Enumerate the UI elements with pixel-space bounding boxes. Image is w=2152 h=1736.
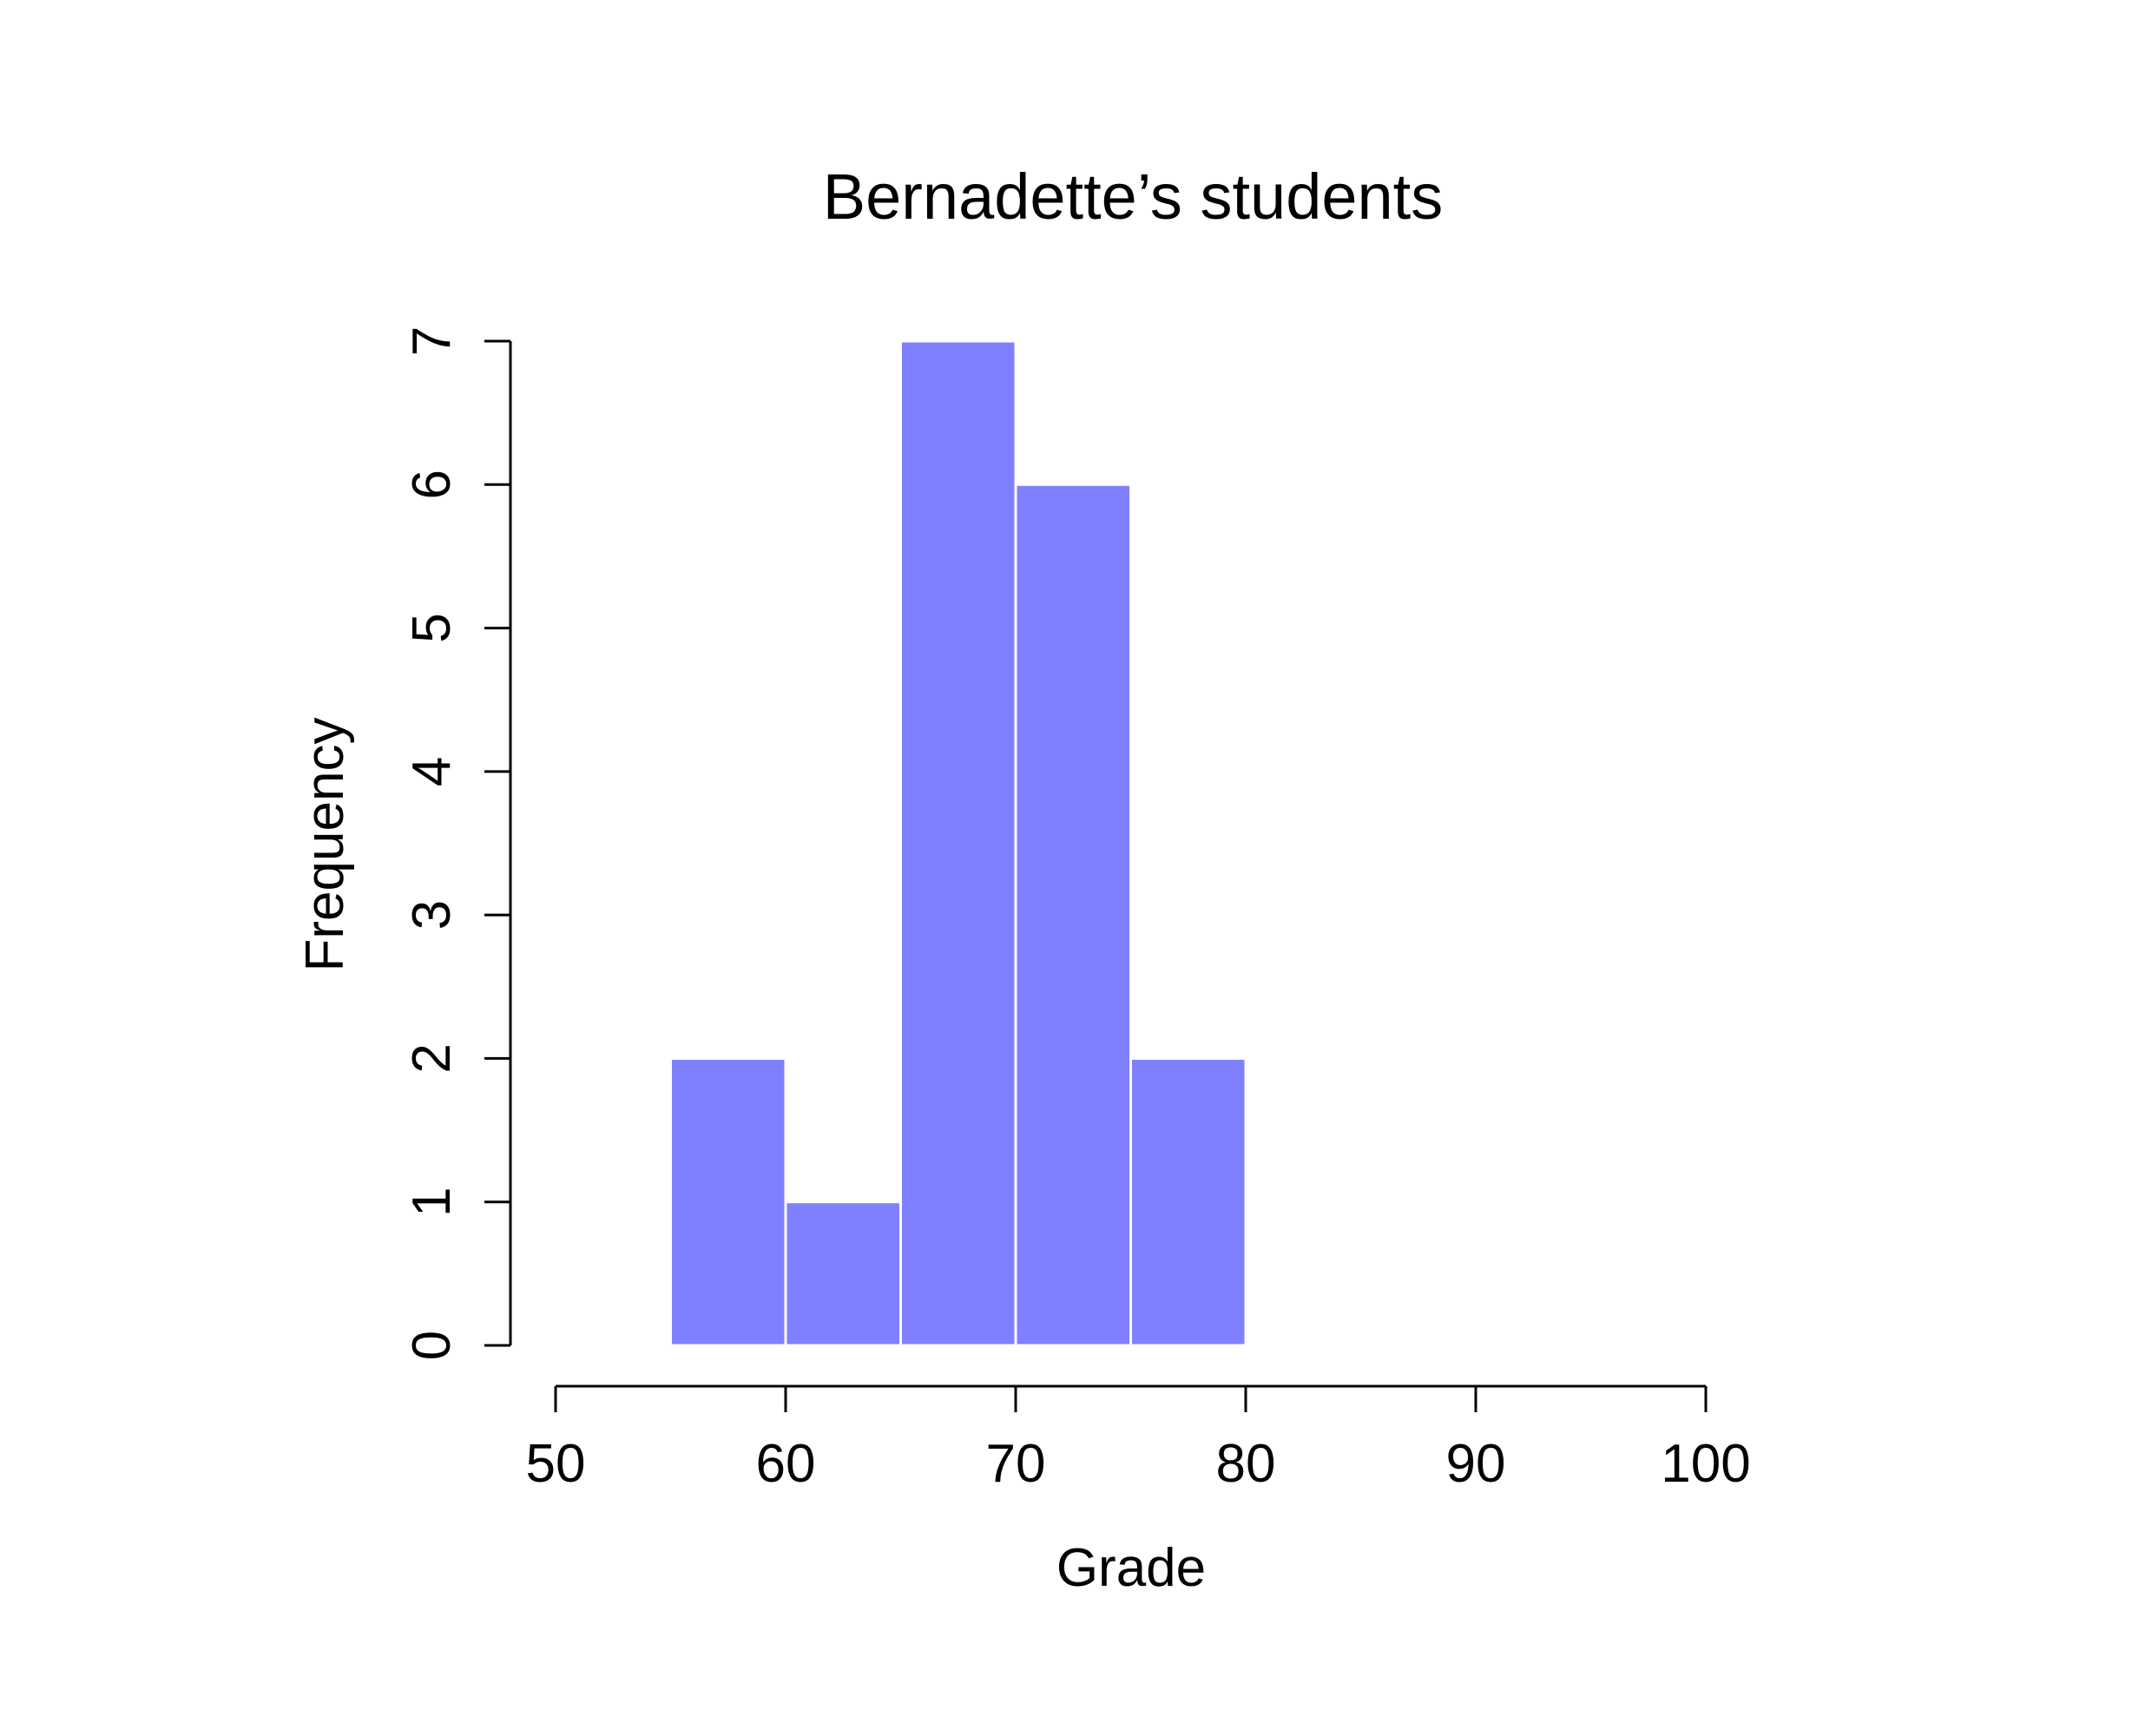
histogram-bar-0 — [669, 1056, 787, 1347]
y-tick-label-0: 0 — [402, 1331, 462, 1360]
x-axis: 50 60 70 80 90 100 — [526, 1384, 1751, 1494]
y-tick-label-2: 2 — [402, 1043, 462, 1073]
y-tick-label-3: 3 — [402, 900, 462, 930]
x-tick-label-1: 60 — [756, 1434, 816, 1494]
x-axis-label: Grade — [1056, 1538, 1206, 1598]
x-tick-label-5: 100 — [1661, 1434, 1750, 1494]
y-axis-label: Frequency — [295, 718, 355, 972]
x-tick-label-3: 80 — [1216, 1434, 1276, 1494]
chart-title: Bernadette’s students — [823, 161, 1443, 233]
y-tick-label-7: 7 — [402, 326, 462, 356]
y-axis: 0 1 2 3 4 5 6 7 — [402, 326, 512, 1360]
y-tick-label-5: 5 — [402, 613, 462, 642]
histogram-bar-1 — [784, 1200, 902, 1347]
histogram-bar-2 — [899, 339, 1017, 1347]
x-tick-label-0: 50 — [526, 1434, 586, 1494]
histogram-bar-4 — [1129, 1056, 1247, 1347]
y-tick-label-4: 4 — [402, 757, 462, 786]
bars-group — [669, 339, 1247, 1347]
x-tick-label-2: 70 — [986, 1434, 1046, 1494]
y-tick-label-6: 6 — [402, 470, 462, 499]
x-tick-label-4: 90 — [1446, 1434, 1506, 1494]
y-tick-label-1: 1 — [402, 1187, 462, 1216]
histogram-bar-3 — [1014, 483, 1132, 1347]
